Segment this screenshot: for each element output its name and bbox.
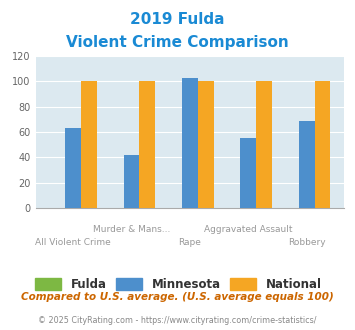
Bar	[182, 78, 198, 208]
Text: Violent Crime Comparison: Violent Crime Comparison	[66, 35, 289, 50]
Text: Robbery: Robbery	[288, 239, 326, 248]
Text: 2019 Fulda: 2019 Fulda	[130, 12, 225, 26]
Bar	[299, 120, 315, 208]
Text: Rape: Rape	[179, 239, 201, 248]
Text: All Violent Crime: All Violent Crime	[35, 239, 111, 248]
Bar	[124, 155, 140, 208]
Legend: Fulda, Minnesota, National: Fulda, Minnesota, National	[35, 278, 322, 291]
Text: Murder & Mans...: Murder & Mans...	[93, 225, 170, 234]
Bar	[315, 82, 330, 208]
Bar	[65, 128, 81, 208]
Bar	[256, 82, 272, 208]
Text: Compared to U.S. average. (U.S. average equals 100): Compared to U.S. average. (U.S. average …	[21, 292, 334, 302]
Bar	[81, 82, 97, 208]
Bar	[198, 82, 214, 208]
Text: Aggravated Assault: Aggravated Assault	[204, 225, 293, 234]
Bar	[140, 82, 155, 208]
Bar	[240, 138, 256, 208]
Text: © 2025 CityRating.com - https://www.cityrating.com/crime-statistics/: © 2025 CityRating.com - https://www.city…	[38, 316, 317, 325]
